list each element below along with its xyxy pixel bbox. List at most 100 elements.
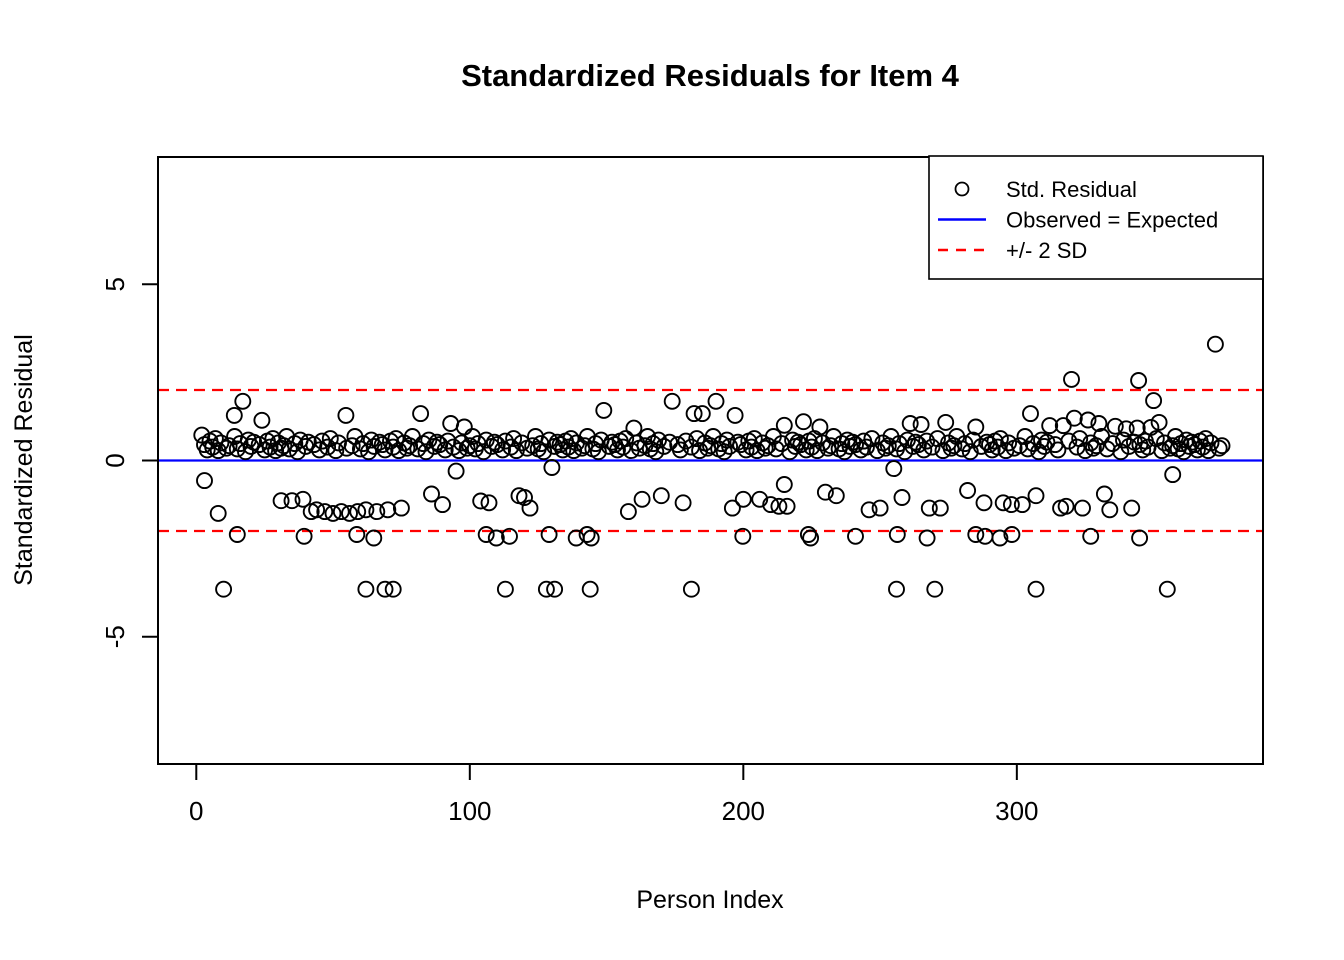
data-point (272, 492, 290, 510)
data-point (324, 504, 342, 522)
x-tick-label: 300 (995, 796, 1038, 826)
data-point (1082, 527, 1100, 545)
data-point (1065, 409, 1083, 427)
data-point (1131, 529, 1149, 547)
data-point (412, 405, 430, 423)
data-point (206, 430, 224, 448)
data-point (368, 503, 386, 521)
data-point (991, 529, 1009, 547)
data-point (1027, 580, 1045, 598)
data-point (775, 416, 793, 434)
data-point (896, 443, 914, 461)
data-point (442, 415, 460, 432)
data-point (401, 437, 419, 455)
data-point (337, 406, 355, 424)
data-point (365, 437, 383, 455)
data-point (775, 476, 793, 493)
data-point (505, 430, 523, 448)
data-point (792, 436, 810, 454)
data-point (480, 494, 498, 512)
data-point (847, 436, 864, 454)
data-point (228, 526, 246, 543)
data-point (915, 441, 933, 459)
data-point (893, 489, 911, 506)
x-tick-label: 200 (722, 796, 765, 826)
data-point (313, 432, 331, 450)
data-point (348, 526, 366, 543)
data-point (799, 526, 817, 543)
data-point (1003, 526, 1021, 543)
data-point (341, 504, 358, 522)
data-point (1150, 413, 1168, 431)
y-tick-label: 0 (100, 453, 130, 467)
legend-entry-label: +/- 2 SD (1006, 238, 1087, 263)
data-point (357, 501, 375, 519)
data-point (959, 482, 977, 499)
data-point (349, 503, 367, 521)
data-point (423, 485, 440, 503)
data-point (745, 430, 763, 448)
data-point (625, 419, 643, 437)
data-point (209, 442, 227, 460)
data-point (447, 462, 465, 480)
data-point (439, 432, 457, 450)
data-point (677, 432, 695, 450)
data-point (1038, 433, 1056, 451)
legend-entry-label: Std. Residual (1006, 177, 1137, 202)
data-point (501, 527, 518, 545)
data-point (477, 526, 495, 543)
data-point (283, 492, 301, 510)
data-point (1011, 437, 1029, 455)
data-point (1106, 417, 1124, 435)
data-point (1049, 441, 1067, 459)
data-point (693, 405, 711, 423)
data-point (1041, 417, 1059, 435)
data-point (1095, 485, 1113, 503)
y-axis-label: Standardized Residual (10, 334, 38, 586)
data-point (365, 529, 383, 547)
data-point (923, 438, 941, 456)
y-tick-label: -5 (100, 625, 130, 648)
data-point (565, 442, 583, 460)
data-point (1090, 415, 1108, 432)
data-point (827, 487, 845, 505)
data-point (967, 418, 985, 436)
data-point (811, 418, 829, 436)
chart-title: Standardized Residuals for Item 4 (461, 58, 960, 93)
data-point (652, 487, 670, 505)
data-point (871, 499, 889, 517)
data-point (582, 529, 600, 547)
data-point (576, 437, 594, 455)
data-point (1057, 497, 1075, 515)
data-point (1145, 392, 1163, 410)
data-point (220, 437, 238, 455)
data-point (732, 436, 750, 454)
data-point (778, 497, 796, 515)
data-point (918, 529, 936, 547)
data-point (546, 580, 564, 598)
data-point (847, 527, 864, 545)
data-point (434, 496, 451, 514)
x-tick-label: 100 (448, 796, 491, 826)
data-point (436, 441, 454, 459)
data-point (376, 441, 394, 459)
data-point (685, 405, 703, 423)
data-point (619, 503, 637, 521)
data-point (280, 440, 298, 458)
data-point (734, 527, 752, 545)
data-point (1087, 437, 1105, 455)
data-point (595, 401, 613, 419)
data-point (562, 430, 580, 448)
data-point (496, 580, 514, 598)
data-point (475, 443, 492, 461)
data-point (671, 441, 689, 459)
data-point (816, 483, 834, 501)
data-point (376, 580, 394, 598)
plot-region: 0 100 200 300 -5 0 5 Std. Residual Observed = Ex… (100, 155, 1264, 826)
data-point (888, 526, 906, 543)
data-point (295, 527, 313, 545)
data-point (723, 499, 741, 517)
data-point (289, 443, 306, 461)
data-point (860, 501, 878, 519)
